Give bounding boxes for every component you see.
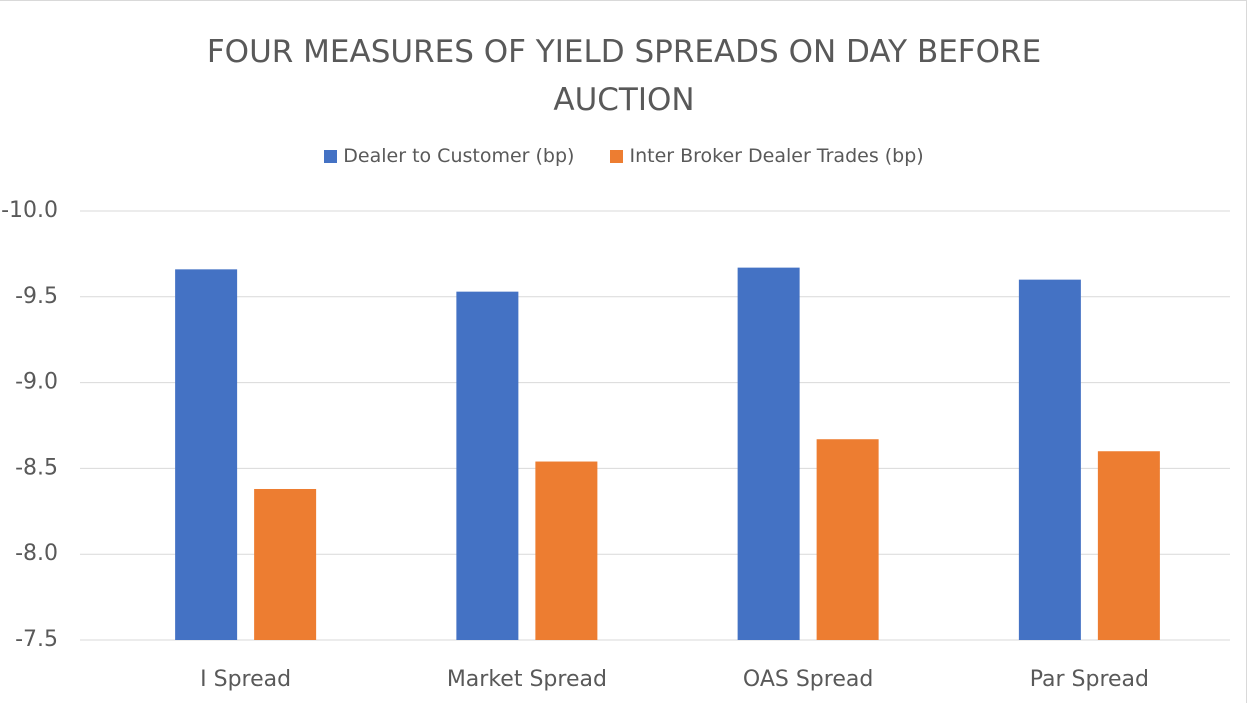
y-tick-label: -8.0 [15, 541, 58, 566]
x-tick-label: OAS Spread [743, 667, 873, 692]
y-tick-label: -8.5 [15, 455, 58, 480]
legend-item: Inter Broker Dealer Trades (bp) [610, 145, 924, 167]
x-tick-label: Market Spread [447, 667, 607, 692]
chart-title: FOUR MEASURES OF YIELD SPREADS ON DAY BE… [206, 34, 1042, 118]
legend-swatch [610, 149, 624, 163]
y-tick-label: -7.5 [15, 627, 58, 652]
x-tick-label: Par Spread [1030, 667, 1149, 692]
bar [1097, 451, 1160, 640]
bar [254, 488, 317, 640]
x-tick-label: I Spread [200, 667, 291, 692]
legend: Dealer to Customer (bp) Inter Broker Deal… [0, 145, 1248, 167]
legend-swatch [324, 149, 338, 163]
bar [456, 291, 519, 640]
y-tick-label: -9.0 [15, 370, 58, 395]
legend-label: Inter Broker Dealer Trades (bp) [629, 145, 924, 167]
bar [737, 267, 800, 640]
y-tick-label: -9.5 [15, 284, 58, 309]
bar [535, 461, 598, 640]
bar [816, 439, 879, 640]
legend-label: Dealer to Customer (bp) [343, 145, 575, 167]
bar [175, 269, 238, 640]
bar [1018, 279, 1081, 640]
legend-item: Dealer to Customer (bp) [324, 145, 574, 167]
y-tick-label: -10.0 [1, 198, 58, 223]
